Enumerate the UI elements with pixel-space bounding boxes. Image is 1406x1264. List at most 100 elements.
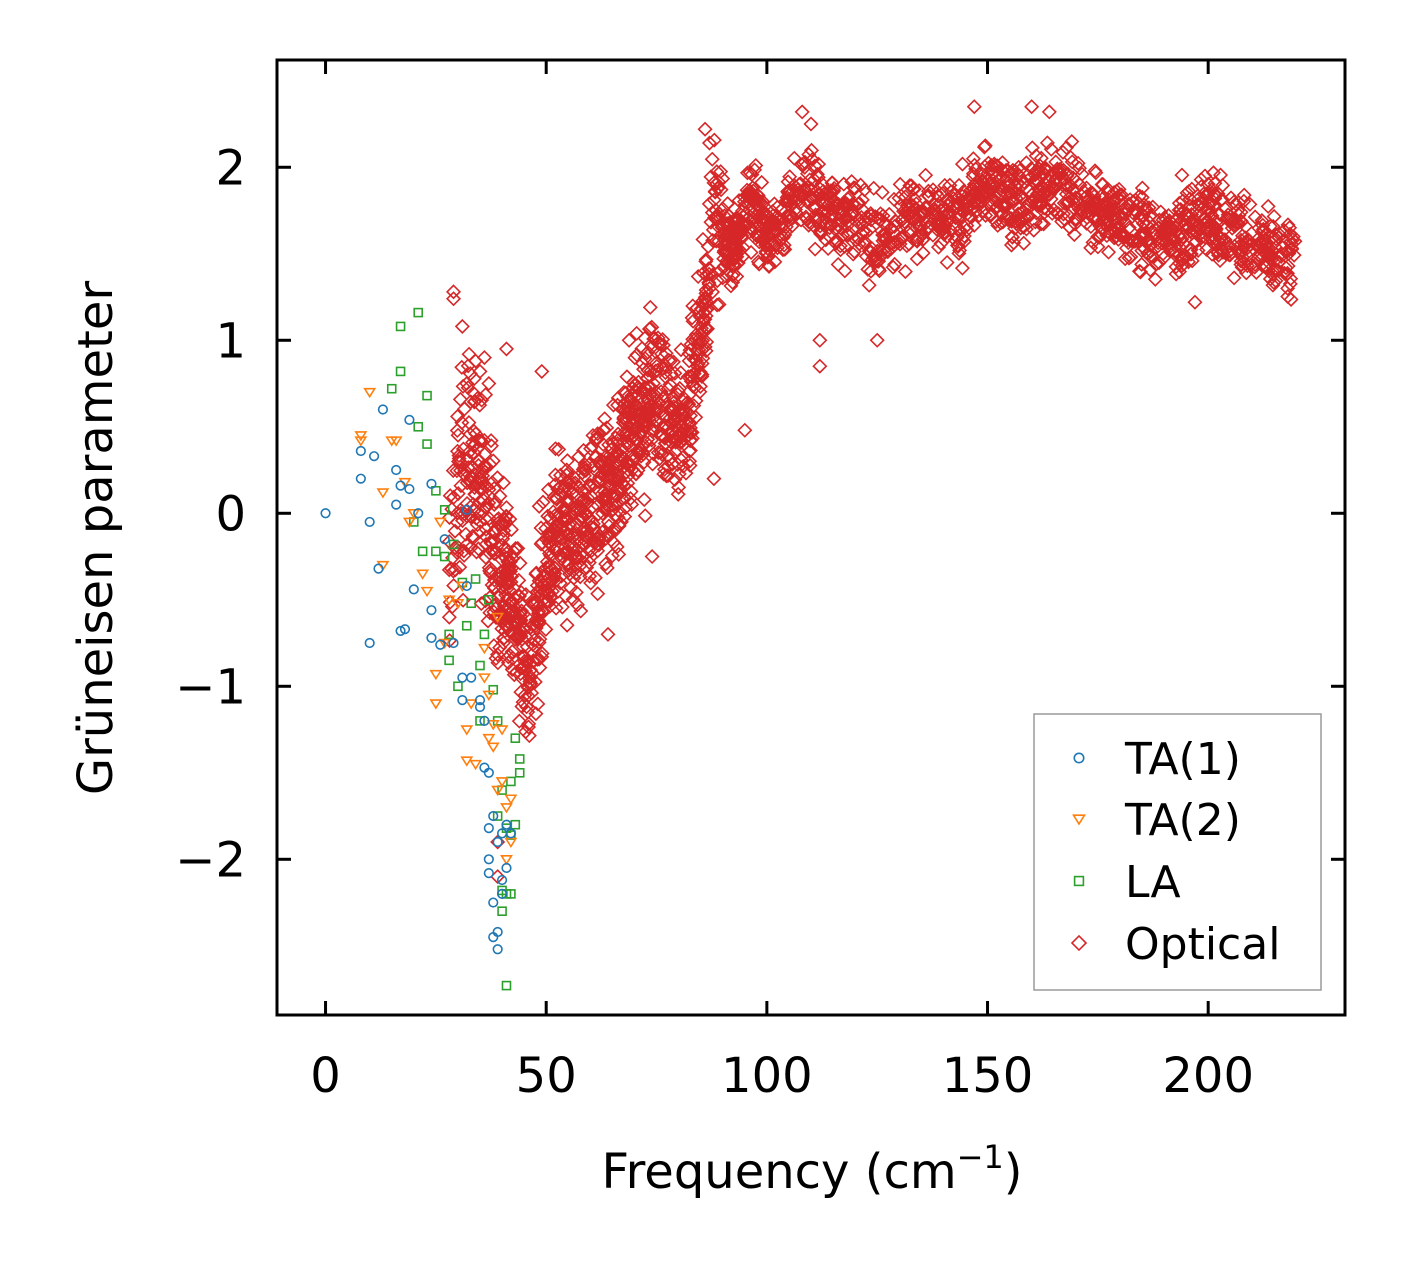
ta1-point	[496, 888, 508, 899]
optical-point	[769, 240, 786, 256]
optical-point	[1039, 202, 1055, 218]
la-point	[506, 776, 516, 787]
optical-point	[536, 562, 552, 578]
optical-point	[673, 411, 689, 427]
optical-point	[1176, 250, 1192, 266]
optical-point	[1023, 160, 1039, 177]
optical-point	[1262, 218, 1278, 234]
optical-point	[629, 325, 645, 341]
optical-point	[632, 445, 648, 462]
optical-point	[1240, 232, 1256, 248]
optical-point	[803, 116, 819, 132]
optical-point	[822, 208, 839, 224]
optical-point	[521, 728, 537, 744]
optical-point	[894, 229, 911, 245]
optical-point	[894, 212, 910, 228]
legend-marker-la	[1073, 875, 1085, 887]
optical-point	[465, 496, 481, 512]
optical-point	[1191, 197, 1207, 213]
optical-point	[682, 408, 698, 424]
legend-marker-ta2	[1072, 814, 1086, 826]
optical-point	[783, 207, 799, 223]
optical-point	[861, 277, 877, 293]
optical-point	[447, 523, 463, 539]
optical-point	[1138, 202, 1154, 218]
la-point	[448, 539, 459, 550]
optical-point	[801, 147, 817, 163]
optical-point	[1207, 231, 1223, 247]
optical-point	[741, 194, 757, 210]
optical-point	[807, 241, 823, 257]
optical-point	[617, 404, 633, 420]
y-tick-label: −2	[175, 832, 246, 888]
optical-point	[483, 542, 500, 558]
ta1-point	[391, 499, 402, 510]
optical-point	[455, 378, 471, 394]
ta2-point	[455, 581, 469, 592]
optical-point	[1171, 202, 1187, 218]
optical-point	[445, 284, 462, 300]
ta1-point	[448, 637, 459, 649]
optical-point	[1003, 237, 1020, 253]
optical-point	[668, 434, 684, 450]
optical-point	[839, 226, 855, 242]
optical-point	[698, 285, 714, 301]
optical-point	[590, 506, 606, 522]
optical-point	[813, 222, 829, 238]
optical-point	[598, 527, 614, 543]
optical-point	[698, 253, 714, 269]
optical-point	[466, 438, 482, 454]
optical-point	[784, 218, 800, 234]
optical-point	[519, 699, 535, 715]
optical-point	[635, 405, 651, 421]
optical-point	[571, 449, 587, 465]
optical-point	[571, 480, 587, 496]
ta2-point	[491, 785, 505, 797]
ta2-point	[451, 598, 465, 610]
optical-point	[791, 195, 808, 211]
optical-point	[1105, 193, 1121, 209]
optical-point	[495, 606, 511, 622]
optical-point	[518, 587, 534, 603]
optical-point	[1174, 167, 1190, 183]
optical-point	[1147, 271, 1163, 287]
optical-point	[952, 222, 968, 238]
optical-point	[672, 380, 688, 396]
x-tick-label: 150	[942, 1048, 1034, 1104]
optical-point	[588, 479, 604, 495]
optical-point	[547, 467, 563, 483]
optical-point	[500, 655, 516, 671]
la-point	[484, 594, 494, 605]
optical-point	[905, 181, 921, 197]
ta2-point	[460, 725, 474, 736]
optical-point	[466, 445, 482, 461]
optical-point	[954, 156, 971, 172]
optical-point	[599, 420, 615, 436]
optical-point	[1198, 241, 1215, 258]
optical-point	[1217, 201, 1233, 217]
optical-point	[993, 186, 1009, 202]
optical-point	[945, 198, 961, 214]
optical-point	[673, 435, 689, 451]
optical-point	[766, 196, 782, 212]
optical-point	[729, 268, 745, 285]
ta2-point	[464, 699, 478, 710]
optical-point	[1014, 189, 1030, 205]
optical-point	[637, 330, 653, 346]
optical-point	[804, 151, 820, 168]
legend-markers	[1070, 752, 1088, 952]
optical-point	[723, 278, 739, 294]
optical-point	[1051, 206, 1067, 222]
ta2-point	[376, 488, 390, 499]
la-point	[514, 754, 525, 764]
ta2-point	[363, 387, 377, 399]
optical-point	[502, 583, 518, 599]
la-point	[395, 321, 406, 332]
legend-label-la: LA	[1125, 857, 1181, 908]
optical-point	[546, 522, 562, 538]
optical-point	[585, 427, 601, 444]
optical-point	[1242, 196, 1258, 212]
optical-point	[812, 218, 828, 234]
optical-point	[939, 229, 956, 245]
optical-point	[1286, 247, 1302, 263]
